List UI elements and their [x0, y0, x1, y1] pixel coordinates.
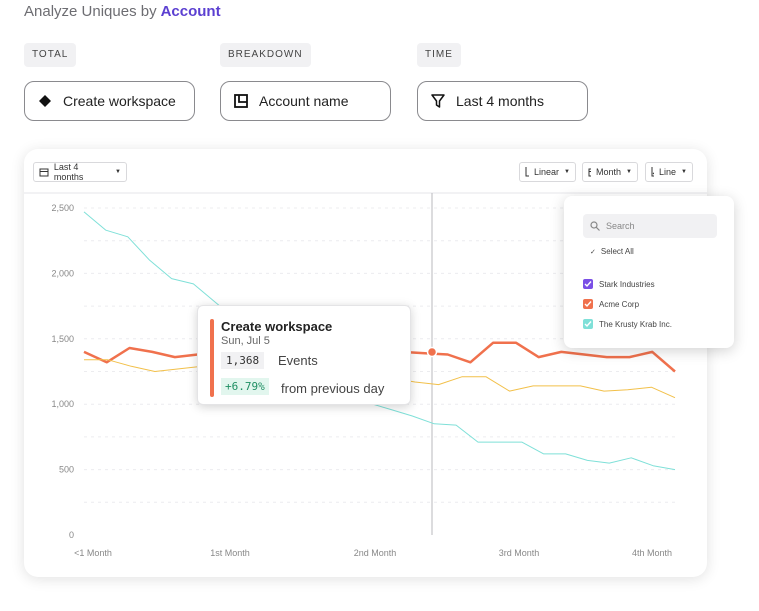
- caret-down-icon: ▼: [564, 169, 570, 175]
- tooltip-change: +6.79%: [221, 378, 269, 395]
- range-label: Last 4 months: [53, 162, 84, 182]
- series-filter-dropdown: Search ✓ Select All Stark Industries Acme…: [564, 196, 734, 348]
- breakdown-chip: BREAKDOWN: [220, 43, 311, 67]
- checkbox-checked-icon: [583, 299, 593, 309]
- filter-icon: [430, 93, 446, 109]
- check-icon: ✓: [590, 249, 596, 256]
- series-line: [83, 211, 676, 471]
- y-tick-label: 2,500: [51, 203, 74, 213]
- series-option-label: Acme Corp: [599, 299, 640, 309]
- breakdown-selector[interactable]: Account name: [220, 81, 391, 121]
- total-chip: TOTAL: [24, 43, 77, 67]
- x-tick-label: 2nd Month: [354, 548, 397, 558]
- y-tick-label: 500: [59, 465, 74, 475]
- axes-icon: [525, 167, 530, 177]
- series-search-input[interactable]: Search: [583, 214, 717, 238]
- calendar-icon: [39, 168, 49, 177]
- scale-dropdown[interactable]: Linear ▼: [519, 162, 576, 182]
- title-prefix: Analyze Uniques by: [24, 3, 157, 20]
- caret-down-icon: ▼: [681, 169, 687, 175]
- line-chart-icon: [651, 167, 655, 177]
- event-selector[interactable]: Create workspace: [24, 81, 195, 121]
- x-tick-label: 1st Month: [210, 548, 250, 558]
- diamond-icon: [37, 93, 53, 109]
- tooltip-color-bar: [210, 319, 214, 397]
- y-tick-label: 1,500: [51, 334, 74, 344]
- calendar-icon: [588, 168, 592, 177]
- interval-label: Month: [596, 167, 622, 177]
- breakdown-selector-label: Account name: [259, 93, 349, 109]
- search-icon: [590, 221, 600, 231]
- tooltip-count: 1,368: [221, 352, 265, 369]
- tooltip-count-label: Events: [278, 353, 318, 368]
- scale-label: Linear: [534, 167, 560, 177]
- series-option-label: Stark Industries: [599, 279, 655, 289]
- y-tick-label: 2,000: [51, 268, 74, 278]
- breakdown-link[interactable]: Account: [160, 3, 221, 20]
- x-tick-label: 3rd Month: [499, 548, 540, 558]
- x-tick-label: 4th Month: [632, 548, 672, 558]
- x-tick-label: <1 Month: [74, 548, 112, 558]
- series-search-placeholder: Search: [606, 221, 635, 231]
- range-dropdown[interactable]: Last 4 months ▼: [33, 162, 127, 182]
- time-chip: TIME: [417, 43, 461, 67]
- series-option[interactable]: Acme Corp: [583, 298, 639, 310]
- select-all-label: Select All: [600, 247, 634, 256]
- tooltip-change-label: from previous day: [281, 381, 385, 396]
- chart-style-dropdown[interactable]: Line ▼: [645, 162, 693, 182]
- chart-style-label: Line: [659, 167, 677, 177]
- interval-dropdown[interactable]: Month ▼: [582, 162, 638, 182]
- checkbox-checked-icon: [583, 279, 593, 289]
- page-title: Analyze Uniques by Account: [24, 3, 221, 20]
- tooltip-title: Create workspace: [221, 319, 333, 334]
- caret-down-icon: ▼: [626, 169, 632, 175]
- checkbox-checked-icon: [583, 319, 593, 329]
- series-option-label: The Krusty Krab Inc.: [599, 319, 672, 329]
- time-selector-label: Last 4 months: [456, 93, 544, 109]
- hover-point: [426, 346, 438, 358]
- layout-icon: [233, 93, 249, 109]
- time-selector[interactable]: Last 4 months: [417, 81, 588, 121]
- y-tick-label: 1,000: [51, 399, 74, 409]
- series-option[interactable]: Stark Industries: [583, 278, 655, 290]
- chart-tooltip: Create workspace Sun, Jul 5 1,368 Events…: [197, 305, 411, 405]
- tooltip-date: Sun, Jul 5: [221, 335, 270, 347]
- series-option[interactable]: The Krusty Krab Inc.: [583, 318, 672, 330]
- event-selector-label: Create workspace: [63, 93, 176, 109]
- caret-down-icon: ▼: [115, 169, 121, 175]
- y-tick-label: 0: [69, 530, 74, 540]
- select-all-option[interactable]: ✓ Select All: [590, 247, 634, 256]
